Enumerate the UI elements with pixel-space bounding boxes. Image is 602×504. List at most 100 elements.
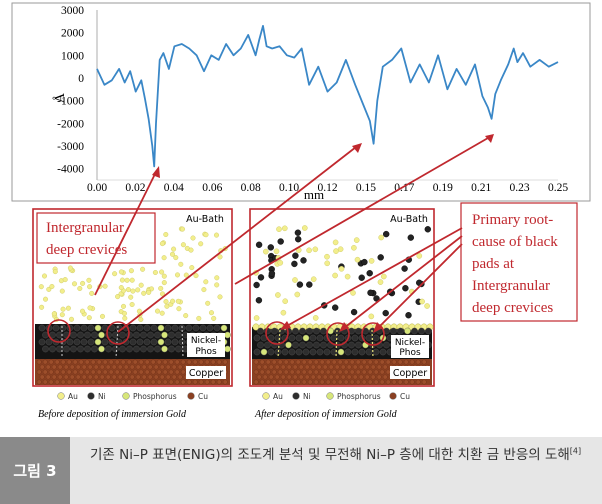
- copper-atom: [391, 359, 397, 365]
- gold-particle: [217, 254, 223, 260]
- gold-particle: [273, 248, 280, 255]
- left-bath-label: Au-Bath: [186, 214, 224, 225]
- nickel-atom: [267, 348, 275, 356]
- phosphorus-atom: [161, 331, 168, 339]
- copper-atom: [334, 364, 340, 370]
- phosphorus-atom: [220, 324, 228, 332]
- nickel-atom: [150, 324, 158, 332]
- copper-atom: [48, 379, 54, 385]
- copper-atom: [138, 379, 144, 385]
- copper-atom: [108, 379, 114, 385]
- nickel-atom: [56, 345, 63, 353]
- nickel-atom: [313, 327, 320, 335]
- gold-particle: [118, 285, 124, 291]
- gold-particle: [128, 268, 134, 274]
- copper-atom: [283, 359, 289, 365]
- copper-atom: [346, 364, 352, 370]
- nickel-atom: [257, 341, 264, 349]
- nickel-atom: [129, 338, 137, 346]
- gold-particle: [119, 277, 125, 283]
- copper-atom: [75, 364, 81, 370]
- nickel-atom: [91, 345, 98, 353]
- arrow-head-dip-2: [352, 143, 362, 153]
- copper-atom: [301, 369, 307, 375]
- nickel-atom: [87, 338, 95, 346]
- copper-atom: [171, 374, 177, 380]
- nickel-atom: [171, 324, 179, 332]
- y-tick-label: -2000: [57, 118, 84, 130]
- copper-atom: [421, 379, 427, 385]
- annotation-right-line-1: Primary root-: [472, 212, 553, 228]
- copper-atom: [370, 374, 376, 380]
- nickel-atom: [80, 338, 88, 346]
- nickel-atom: [351, 334, 359, 342]
- nickel-atom: [292, 327, 299, 335]
- copper-atom: [192, 379, 198, 385]
- copper-atom: [36, 379, 42, 385]
- legend-gold-label: Au: [68, 392, 78, 401]
- x-tick-label: 0.04: [164, 182, 184, 194]
- nickel-atom: [206, 324, 214, 332]
- left-nip-label-1: Nickel-: [191, 336, 221, 346]
- nickel-ion: [367, 289, 374, 296]
- nickel-atom: [337, 334, 345, 342]
- gold-particle: [378, 234, 385, 241]
- nickel-ion: [255, 297, 263, 304]
- copper-atom: [60, 359, 66, 365]
- phosphorus-atom: [337, 348, 345, 356]
- copper-atom: [81, 364, 87, 370]
- nickel-atom: [87, 324, 95, 332]
- legend-nickel-swatch: [87, 392, 95, 400]
- copper-atom: [36, 359, 42, 365]
- copper-atom: [174, 379, 180, 385]
- copper-atom: [256, 364, 262, 370]
- copper-atom: [376, 374, 382, 380]
- nickel-atom: [77, 331, 84, 339]
- nickel-atom: [271, 327, 278, 335]
- nickel-ion: [350, 308, 358, 316]
- copper-atom: [156, 359, 162, 365]
- arrow-to-crevice-1: [284, 227, 463, 328]
- nickel-ion: [253, 281, 260, 289]
- copper-atom: [87, 364, 93, 370]
- copper-atom: [78, 369, 84, 375]
- copper-atom: [150, 379, 156, 385]
- nickel-atom: [192, 324, 200, 332]
- copper-atom: [126, 379, 132, 385]
- nickel-atom: [418, 327, 425, 335]
- nickel-atom: [292, 341, 299, 349]
- right-nip-label-1: Nickel-: [395, 338, 425, 348]
- copper-atom: [379, 359, 385, 365]
- gold-particle: [211, 315, 217, 321]
- copper-atom: [51, 374, 57, 380]
- copper-atom: [361, 359, 367, 365]
- phosphorus-atom: [157, 324, 165, 332]
- nickel-ion: [332, 304, 339, 311]
- copper-atom: [198, 359, 204, 365]
- legend-phosphorus: Phosphorus: [326, 392, 381, 401]
- left-nip-label-box: [187, 333, 225, 357]
- gold-particle: [324, 253, 330, 260]
- copper-atom: [108, 369, 114, 375]
- nickel-atom: [63, 345, 70, 353]
- nickel-atom: [344, 348, 352, 356]
- gold-particle: [77, 286, 83, 292]
- copper-atom: [216, 359, 222, 365]
- gold-particle: [38, 284, 44, 290]
- copper-atom: [147, 364, 153, 370]
- x-tick-label: 0.00: [87, 182, 107, 194]
- gold-particle: [87, 305, 93, 311]
- copper-atom: [268, 364, 274, 370]
- copper-atom: [165, 374, 171, 380]
- gold-particle: [49, 284, 55, 290]
- legend-copper: Cu: [187, 392, 208, 401]
- copper-atom: [138, 369, 144, 375]
- gold-particle: [163, 299, 169, 305]
- annotation-right: Primary root- cause of black pads at Int…: [460, 202, 578, 322]
- copper-atom: [51, 364, 57, 370]
- copper-atom: [337, 379, 343, 385]
- copper-atom: [180, 359, 186, 365]
- legend-copper: Cu: [389, 392, 410, 401]
- copper-atom: [210, 379, 216, 385]
- right-copper-label: Copper: [393, 368, 427, 379]
